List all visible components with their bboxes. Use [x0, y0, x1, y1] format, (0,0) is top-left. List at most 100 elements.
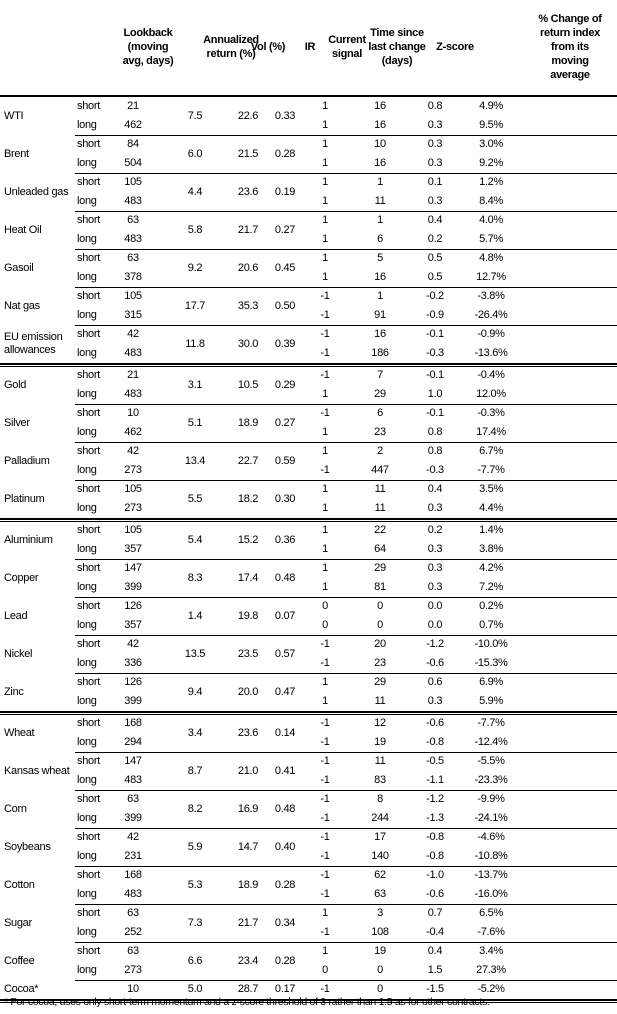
annualized-return-cell: 1.4 [187, 609, 203, 622]
term-label: long [77, 543, 97, 555]
change-cell: -3.8% [477, 290, 505, 302]
z-cell: 0.4 [427, 945, 443, 957]
commodity-block: Cocoa* 5.0 28.7 0.17 10 -1 0 -1.5 -5.2% [0, 980, 617, 999]
lookback-cell: 126 [124, 600, 142, 612]
change-cell: 1.4% [479, 524, 503, 536]
signal-cell: 1 [322, 502, 328, 514]
z-cell: 0.0 [427, 619, 443, 631]
signal-cell: -1 [320, 657, 330, 669]
term-label: short [77, 100, 100, 112]
time-cell: 63 [374, 888, 386, 900]
change-cell: -0.9% [477, 328, 505, 340]
change-cell: 1.2% [479, 176, 503, 188]
signal-cell: -1 [320, 464, 330, 476]
time-cell: 16 [374, 119, 386, 131]
table-row: long 273 1 11 0.3 4.4% [0, 499, 617, 518]
lookback-cell: 63 [127, 793, 139, 805]
signal-cell: -1 [320, 926, 330, 938]
table-row: short 168 -1 12 -0.6 -7.7% [0, 714, 617, 733]
term-label: short [77, 945, 100, 957]
term-label: short [77, 328, 100, 340]
ir-cell: 0.07 [274, 609, 296, 622]
lookback-cell: 147 [124, 755, 142, 767]
time-cell: 29 [374, 562, 386, 574]
table-row: short 105 1 22 0.2 1.4% [0, 521, 617, 540]
time-cell: 6 [377, 233, 383, 245]
lookback-cell: 42 [127, 328, 139, 340]
z-cell: -1.0 [426, 869, 444, 881]
term-label: short [77, 793, 100, 805]
vol-cell: 22.7 [237, 454, 259, 467]
table-row: long 483 1 29 1.0 12.0% [0, 385, 617, 404]
table-row: long 483 -1 186 -0.3 -13.6% [0, 344, 617, 363]
ir-cell: 0.30 [274, 492, 296, 505]
term-label: short [77, 562, 100, 574]
table-row: short 105 1 1 0.1 1.2% [0, 173, 617, 192]
time-cell: 23 [374, 426, 386, 438]
table-row: long 483 1 6 0.2 5.7% [0, 230, 617, 249]
signal-cell: 1 [322, 543, 328, 555]
row-separator [75, 942, 617, 943]
change-cell: -16.0% [474, 888, 508, 900]
z-cell: -1.3 [426, 812, 444, 824]
term-label: long [77, 195, 97, 207]
term-label: long [77, 812, 97, 824]
signal-cell: 1 [322, 907, 328, 919]
row-separator [75, 866, 617, 867]
row-separator [75, 559, 617, 560]
change-cell: -13.6% [474, 347, 508, 359]
z-cell: 0.4 [427, 483, 443, 495]
signal-cell: 1 [322, 483, 328, 495]
annualized-return-cell: 11.8 [185, 337, 205, 350]
table-row: short 63 1 5 0.5 4.8% [0, 249, 617, 268]
term-label: long [77, 388, 97, 400]
signal-cell: 1 [322, 945, 328, 957]
annualized-return-cell: 9.2 [187, 261, 203, 274]
z-cell: -0.6 [426, 657, 444, 669]
change-cell: 5.7% [479, 233, 503, 245]
commodity-block: Nat gas 17.7 35.3 0.50 short 105 -1 1 -0.2 -3.8% l… [0, 287, 617, 325]
annualized-return-cell: 5.5 [187, 492, 203, 505]
z-cell: 0.6 [427, 676, 443, 688]
ir-cell: 0.36 [274, 533, 296, 546]
time-cell: 17 [374, 831, 386, 843]
time-cell: 1 [377, 214, 383, 226]
vol-cell: 30.0 [237, 337, 259, 350]
z-cell: 0.1 [427, 176, 443, 188]
lookback-cell: 168 [124, 717, 142, 729]
annualized-return-cell: 5.8 [187, 223, 203, 236]
commodity-block: Heat Oil 5.8 21.7 0.27 short 63 1 1 0.4 4.0% long 4… [0, 211, 617, 249]
commodity-block: Copper 8.3 17.4 0.48 short 147 1 29 0.3 4.2% long 3… [0, 559, 617, 597]
signal-cell: -1 [320, 736, 330, 748]
table-row: long 504 1 16 0.3 9.2% [0, 154, 617, 173]
lookback-cell: 357 [124, 619, 142, 631]
z-cell: 1.0 [427, 388, 443, 400]
time-cell: 16 [374, 157, 386, 169]
row-separator [75, 135, 617, 136]
annualized-return-cell: 17.7 [184, 299, 206, 312]
time-cell: 29 [374, 388, 386, 400]
ir-cell: 0.59 [274, 454, 296, 467]
lookback-cell: 357 [124, 543, 142, 555]
ir-cell: 0.57 [274, 647, 296, 660]
row-separator [75, 904, 617, 905]
term-label: long [77, 464, 97, 476]
z-cell: -0.6 [426, 888, 444, 900]
change-cell: -7.7% [477, 464, 505, 476]
z-cell: -0.2 [426, 290, 444, 302]
vol-cell: 18.9 [237, 416, 259, 429]
annualized-return-cell: 3.1 [187, 378, 203, 391]
commodity-name: Aluminium [4, 533, 53, 546]
lookback-cell: 483 [124, 388, 142, 400]
signal-cell: 1 [322, 157, 328, 169]
annualized-return-cell: 8.7 [187, 764, 203, 777]
annualized-return-cell: 6.0 [187, 147, 203, 160]
commodity-block: Coffee 6.6 23.4 0.28 short 63 1 19 0.4 3.4% long 27… [0, 942, 617, 980]
change-cell: 17.4% [476, 426, 506, 438]
table-row: long 483 1 11 0.3 8.4% [0, 192, 617, 211]
annualized-return-cell: 7.3 [187, 916, 203, 929]
lookback-cell: 504 [124, 157, 142, 169]
change-cell: 6.5% [479, 907, 503, 919]
row-separator [75, 404, 617, 405]
commodity-block: Kansas wheat 8.7 21.0 0.41 short 147 -1 11 -0.5 -… [0, 752, 617, 790]
